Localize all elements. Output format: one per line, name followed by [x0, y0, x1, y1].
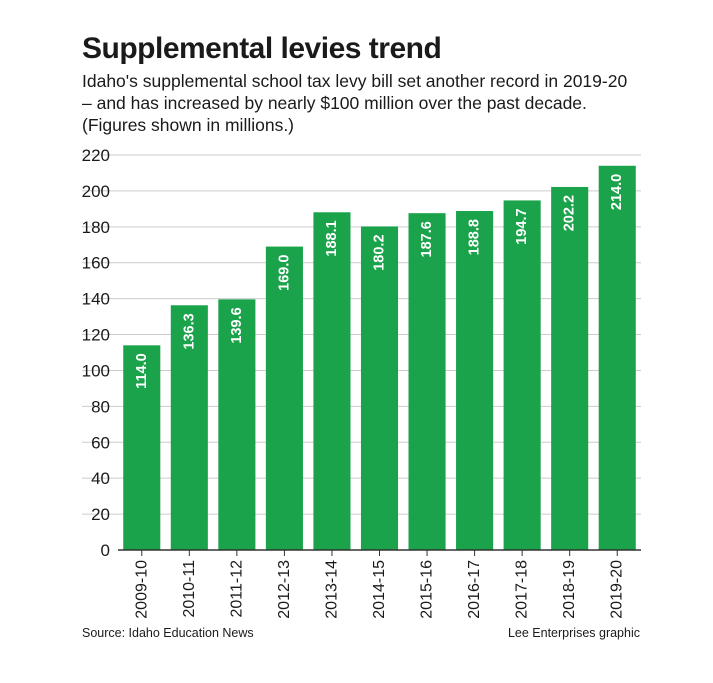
chart-subtitle: Idaho's supplemental school tax levy bil…	[82, 70, 682, 136]
subtitle-line: – and has increased by nearly $100 milli…	[82, 93, 587, 113]
bar	[503, 200, 541, 551]
y-tick-label: 180	[82, 218, 110, 237]
y-tick-label: 120	[82, 326, 110, 345]
bar	[218, 299, 256, 550]
y-tick-label: 140	[82, 290, 110, 309]
chart-title: Supplemental levies trend	[82, 32, 442, 65]
y-tick-label: 80	[91, 397, 110, 416]
x-tick-label: 2010-11	[181, 560, 198, 618]
bar	[551, 186, 589, 550]
data-label: 136.3	[181, 313, 197, 349]
y-tick-label: 100	[82, 361, 110, 380]
y-tick-label: 40	[91, 469, 110, 488]
data-label: 188.8	[467, 219, 483, 255]
subtitle-line: (Figures shown in millions.)	[82, 115, 295, 135]
x-tick-label: 2014-15	[371, 560, 388, 619]
y-tick-label: 220	[82, 146, 110, 165]
x-tick-label: 2017-18	[514, 560, 531, 619]
data-label: 202.2	[562, 195, 578, 231]
data-label: 187.6	[419, 221, 435, 257]
x-tick-label: 2011-12	[228, 560, 245, 618]
data-label: 194.7	[514, 208, 530, 244]
bar	[170, 305, 208, 550]
y-tick-label: 200	[82, 182, 110, 201]
source-note: Source: Idaho Education News	[82, 626, 254, 640]
data-label: 214.0	[609, 174, 625, 210]
bar	[360, 226, 399, 550]
x-tick-label: 2018-19	[561, 560, 578, 619]
bar	[265, 246, 303, 550]
bar	[123, 345, 161, 550]
y-tick-label: 20	[91, 505, 110, 524]
data-label: 188.1	[324, 220, 340, 256]
data-label: 180.2	[372, 234, 388, 270]
y-tick-label: 0	[101, 541, 110, 560]
graphic-credit: Lee Enterprises graphic	[507, 626, 640, 640]
x-tick-label: 2016-17	[466, 560, 483, 619]
bar	[408, 213, 446, 550]
x-tick-label: 2013-14	[323, 560, 340, 619]
bar	[313, 212, 351, 550]
data-label: 139.6	[229, 307, 245, 343]
x-tick-label: 2009-10	[133, 560, 150, 619]
x-tick-label: 2012-13	[276, 560, 293, 619]
y-tick-label: 60	[91, 433, 110, 452]
data-label: 169.0	[276, 255, 292, 291]
data-label: 114.0	[134, 353, 150, 389]
bar	[456, 211, 494, 550]
x-tick-label: 2015-16	[419, 560, 436, 619]
y-tick-label: 160	[82, 254, 110, 273]
bar	[598, 165, 636, 551]
x-tick-label: 2019-20	[609, 560, 626, 619]
subtitle-line: Idaho's supplemental school tax levy bil…	[82, 71, 628, 91]
